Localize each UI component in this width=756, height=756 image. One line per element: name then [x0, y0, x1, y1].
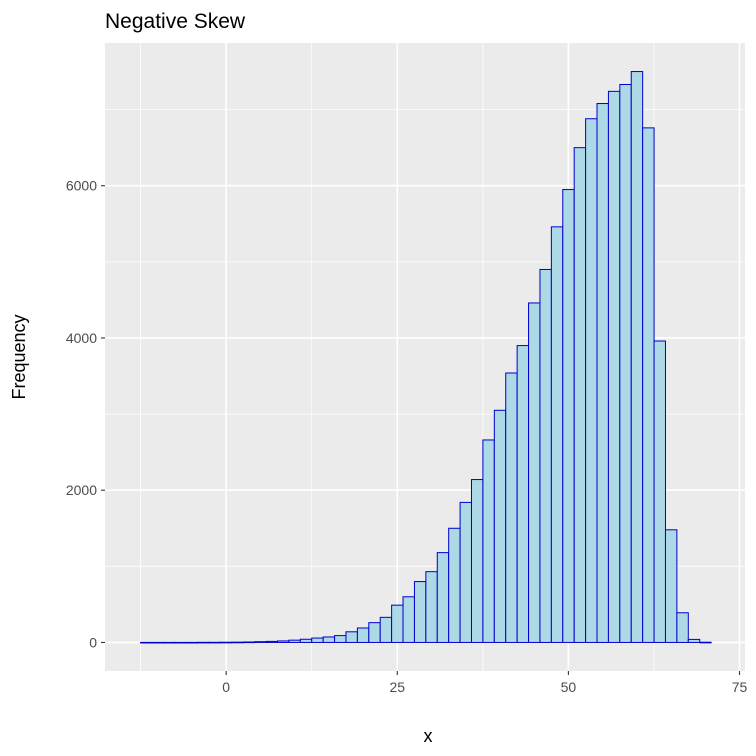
histogram-bar — [140, 641, 153, 644]
histogram-bar — [516, 345, 530, 643]
histogram-bar — [219, 641, 233, 644]
x-tick-label: 75 — [732, 679, 748, 695]
histogram-bars — [140, 71, 712, 644]
histogram-bar — [550, 226, 564, 643]
histogram-bar — [208, 641, 221, 644]
histogram-bar — [459, 501, 472, 643]
y-tick-label: 6000 — [66, 178, 97, 194]
histogram-bar — [470, 479, 484, 643]
histogram-bar — [242, 641, 256, 644]
histogram-bar — [322, 636, 336, 643]
histogram-bar — [231, 641, 244, 644]
histogram-bar — [174, 641, 187, 644]
histogram-bar — [573, 147, 587, 643]
histogram-bar — [299, 638, 313, 643]
histogram-bar — [493, 409, 507, 643]
histogram-bar — [505, 372, 518, 643]
x-tick-label: 50 — [561, 679, 577, 695]
histogram-bar — [402, 596, 415, 643]
histogram-bar — [311, 637, 324, 643]
histogram-bar — [254, 641, 267, 643]
histogram-bar — [368, 622, 381, 643]
histogram-bar — [619, 83, 632, 643]
histogram-bar — [356, 627, 370, 643]
histogram-bar — [265, 640, 279, 643]
histogram-bar — [528, 302, 541, 643]
x-tick-label: 0 — [222, 679, 230, 695]
chart-title: Negative Skew — [105, 10, 246, 33]
histogram-bar — [413, 581, 427, 643]
histogram-bar — [539, 268, 552, 643]
histogram-bar — [448, 527, 461, 643]
histogram-bar — [185, 641, 199, 644]
histogram-bar — [699, 641, 712, 644]
y-axis-ticks: 0 2000 4000 6000 — [66, 178, 105, 650]
histogram-bar — [436, 552, 450, 643]
x-axis-ticks: 0 25 50 75 — [222, 671, 748, 695]
histogram-bar — [345, 631, 358, 643]
histogram-bar — [676, 612, 689, 643]
histogram-bar — [379, 616, 393, 643]
histogram-bar — [630, 71, 644, 643]
histogram-bar — [562, 189, 575, 643]
histogram-bar — [607, 90, 621, 643]
histogram-bar — [642, 127, 655, 643]
histogram-bar — [334, 635, 347, 643]
histogram-bar — [664, 529, 678, 643]
histogram-bar — [197, 641, 210, 644]
histogram-bar — [585, 118, 598, 643]
histogram-bar — [482, 439, 495, 643]
histogram-bar — [425, 571, 438, 643]
histogram-bar — [687, 638, 701, 643]
y-axis-title: Frequency — [9, 314, 29, 399]
histogram-bar — [653, 340, 666, 643]
histogram-bar — [288, 639, 301, 643]
histogram-bar — [162, 641, 176, 644]
y-tick-label: 2000 — [66, 482, 97, 498]
histogram-bar — [277, 640, 290, 643]
x-tick-label: 25 — [389, 679, 405, 695]
histogram-bar — [391, 604, 404, 643]
y-tick-label: 0 — [89, 634, 97, 650]
histogram-bar — [596, 103, 609, 643]
x-axis-title: x — [424, 726, 433, 746]
y-tick-label: 4000 — [66, 330, 97, 346]
histogram-bar — [151, 641, 164, 644]
